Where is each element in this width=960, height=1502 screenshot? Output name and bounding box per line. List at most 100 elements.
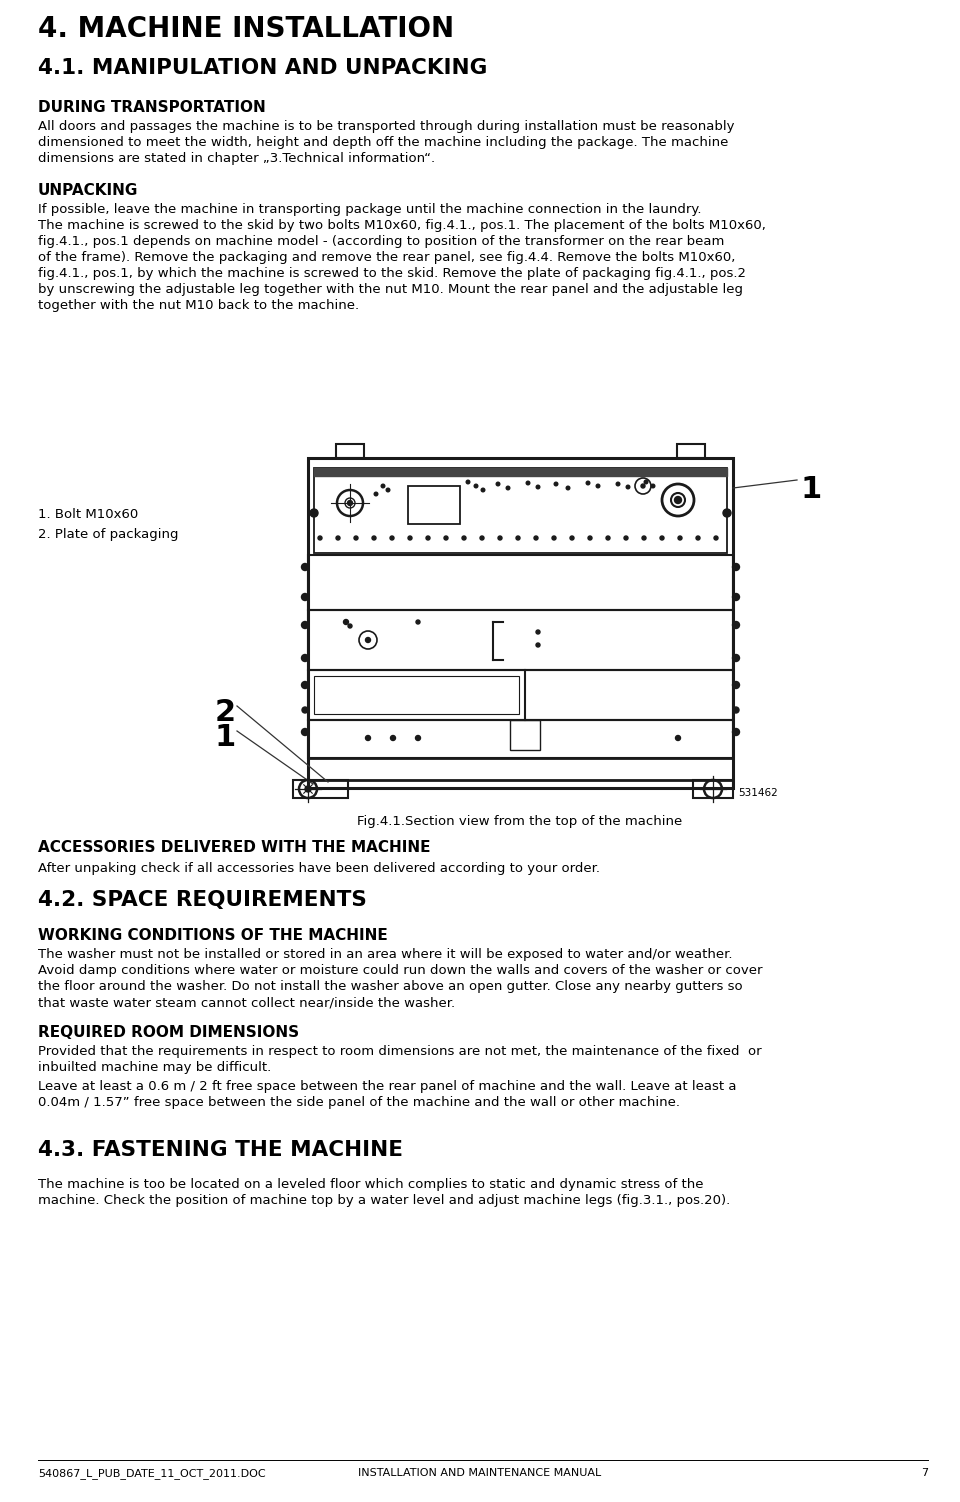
Circle shape (336, 536, 340, 541)
Text: UNPACKING: UNPACKING (38, 183, 138, 198)
Text: 4.3. FASTENING THE MACHINE: 4.3. FASTENING THE MACHINE (38, 1140, 403, 1160)
Circle shape (302, 707, 308, 713)
Bar (314, 676, 519, 713)
Circle shape (366, 736, 371, 740)
Circle shape (426, 536, 430, 541)
Circle shape (644, 481, 648, 484)
Bar (408, 487, 460, 524)
Circle shape (481, 488, 485, 491)
Circle shape (641, 484, 645, 488)
Text: 7: 7 (921, 1467, 928, 1478)
Text: 4.2. SPACE REQUIREMENTS: 4.2. SPACE REQUIREMENTS (38, 891, 367, 910)
Circle shape (301, 655, 308, 661)
Circle shape (678, 536, 682, 541)
Circle shape (444, 536, 448, 541)
Circle shape (606, 536, 610, 541)
Circle shape (301, 682, 308, 688)
Circle shape (348, 623, 352, 628)
Circle shape (301, 593, 308, 601)
Text: 540867_L_PUB_DATE_11_OCT_2011.DOC: 540867_L_PUB_DATE_11_OCT_2011.DOC (38, 1467, 266, 1479)
Circle shape (642, 536, 646, 541)
Circle shape (474, 484, 478, 488)
Circle shape (626, 485, 630, 488)
Circle shape (372, 536, 376, 541)
Bar (308, 458, 733, 789)
Circle shape (714, 536, 718, 541)
Text: INSTALLATION AND MAINTENANCE MANUAL: INSTALLATION AND MAINTENANCE MANUAL (358, 1467, 602, 1478)
Bar (308, 719, 733, 759)
Bar (308, 610, 733, 670)
Circle shape (386, 488, 390, 491)
Text: DURING TRANSPORTATION: DURING TRANSPORTATION (38, 101, 266, 116)
Circle shape (301, 728, 308, 736)
Circle shape (596, 484, 600, 488)
Circle shape (566, 487, 570, 490)
Circle shape (723, 509, 731, 517)
Circle shape (480, 536, 484, 541)
Circle shape (675, 497, 682, 503)
Circle shape (416, 620, 420, 623)
Circle shape (348, 500, 352, 506)
Circle shape (301, 622, 308, 628)
Circle shape (390, 536, 394, 541)
Circle shape (344, 619, 348, 625)
Circle shape (301, 563, 308, 571)
Circle shape (552, 536, 556, 541)
Circle shape (588, 536, 592, 541)
Text: 4.1. MANIPULATION AND UNPACKING: 4.1. MANIPULATION AND UNPACKING (38, 59, 488, 78)
Circle shape (733, 707, 739, 713)
Circle shape (467, 481, 469, 484)
Text: The machine is too be located on a leveled floor which complies to static and dy: The machine is too be located on a level… (38, 1178, 731, 1208)
Circle shape (516, 536, 520, 541)
Text: 531462: 531462 (738, 789, 778, 798)
Circle shape (534, 536, 538, 541)
Circle shape (624, 536, 628, 541)
Bar (293, 780, 348, 798)
Circle shape (536, 643, 540, 647)
Text: After unpaking check if all accessories have been delivered according to your or: After unpaking check if all accessories … (38, 862, 600, 876)
Text: Fig.4.1.Section view from the top of the machine: Fig.4.1.Section view from the top of the… (357, 816, 683, 828)
Circle shape (366, 637, 371, 643)
Circle shape (732, 563, 739, 571)
Circle shape (732, 593, 739, 601)
Text: 2. Plate of packaging: 2. Plate of packaging (38, 529, 179, 541)
Circle shape (391, 736, 396, 740)
Circle shape (496, 482, 500, 485)
Text: 2: 2 (215, 698, 236, 727)
Bar (314, 469, 727, 553)
Circle shape (416, 736, 420, 740)
Text: Leave at least a 0.6 m / 2 ft free space between the rear panel of machine and t: Leave at least a 0.6 m / 2 ft free space… (38, 1080, 736, 1108)
Circle shape (616, 482, 620, 485)
Circle shape (374, 493, 378, 496)
Text: WORKING CONDITIONS OF THE MACHINE: WORKING CONDITIONS OF THE MACHINE (38, 928, 388, 943)
Circle shape (587, 481, 589, 485)
Bar (308, 670, 733, 719)
Bar (693, 780, 733, 798)
Text: Provided that the requirements in respect to room dimensions are not met, the ma: Provided that the requirements in respec… (38, 1045, 761, 1074)
Circle shape (537, 485, 540, 488)
Circle shape (318, 536, 322, 541)
Text: 1: 1 (215, 722, 236, 753)
Circle shape (732, 682, 739, 688)
Circle shape (660, 536, 664, 541)
Circle shape (554, 482, 558, 485)
Text: 1. Bolt M10x60: 1. Bolt M10x60 (38, 508, 138, 521)
Circle shape (536, 629, 540, 634)
Text: If possible, leave the machine in transporting package until the machine connect: If possible, leave the machine in transp… (38, 203, 766, 312)
Bar (677, 445, 705, 458)
Bar (314, 469, 727, 476)
Circle shape (498, 536, 502, 541)
Circle shape (526, 481, 530, 485)
Text: 1: 1 (800, 475, 821, 505)
Bar (336, 445, 364, 458)
Text: The washer must not be installed or stored in an area where it will be exposed t: The washer must not be installed or stor… (38, 948, 762, 1009)
Bar (308, 759, 733, 780)
Circle shape (462, 536, 466, 541)
Text: REQUIRED ROOM DIMENSIONS: REQUIRED ROOM DIMENSIONS (38, 1024, 300, 1039)
Circle shape (305, 786, 311, 792)
Text: All doors and passages the machine is to be transported through during installat: All doors and passages the machine is to… (38, 120, 734, 165)
Text: 4. MACHINE INSTALLATION: 4. MACHINE INSTALLATION (38, 15, 454, 44)
Circle shape (570, 536, 574, 541)
Circle shape (310, 509, 318, 517)
Text: ACCESSORIES DELIVERED WITH THE MACHINE: ACCESSORIES DELIVERED WITH THE MACHINE (38, 840, 430, 855)
